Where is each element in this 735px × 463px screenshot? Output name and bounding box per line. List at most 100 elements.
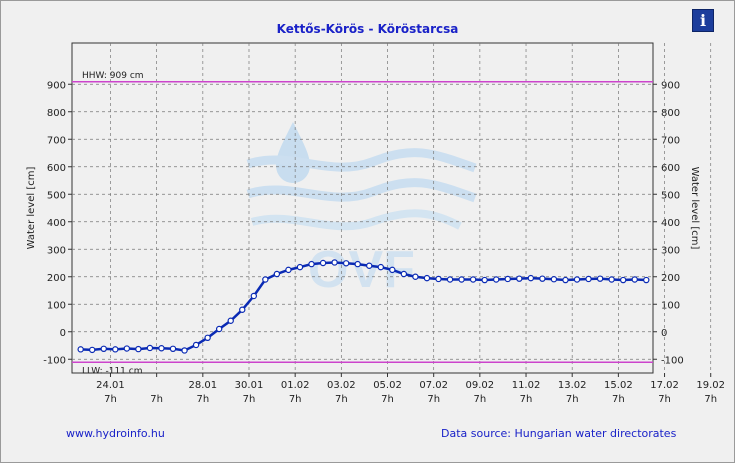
wave-icon — [246, 178, 477, 203]
x-tick-hour-label: 7h — [612, 394, 625, 405]
data-point — [354, 260, 361, 268]
x-tick-date-label: 19.02 — [696, 380, 725, 391]
data-point — [377, 263, 384, 271]
x-tick-date-label: 05.02 — [373, 380, 402, 391]
y-tick-label-right: 0 — [661, 328, 667, 339]
data-point — [389, 266, 396, 274]
data-point — [331, 259, 338, 266]
data-point — [227, 317, 234, 324]
x-tick-hour-label: 7h — [243, 394, 256, 405]
data-point — [215, 325, 223, 333]
x-tick-date-label: 03.02 — [327, 380, 356, 391]
y-tick-label-right: 800 — [661, 108, 680, 119]
website-link[interactable]: www.hydroinfo.hu — [66, 427, 165, 440]
y-tick-label-left: -100 — [43, 355, 66, 366]
data-point — [146, 344, 154, 352]
x-tick-hour-label: 7h — [104, 394, 117, 405]
y-tick-label-right: -100 — [661, 355, 684, 366]
data-point — [308, 260, 315, 268]
wave-icon — [250, 209, 462, 231]
y-tick-label-right: 400 — [661, 218, 680, 229]
watermark-logo: OVF — [246, 122, 477, 299]
x-tick-date-label: 15.02 — [604, 380, 633, 391]
data-point — [239, 306, 246, 313]
data-point — [469, 276, 477, 283]
y-tick-label-left: 300 — [47, 245, 66, 256]
x-tick-date-label: 11.02 — [512, 380, 541, 391]
data-point — [192, 341, 200, 349]
y-tick-label-left: 900 — [47, 80, 66, 91]
data-point — [400, 270, 408, 278]
data-point — [481, 276, 488, 284]
x-tick-hour-label: 7h — [474, 394, 487, 405]
y-tick-label-left: 700 — [47, 135, 66, 146]
x-tick-date-label: 07.02 — [419, 380, 448, 391]
x-tick-hour-label: 7h — [658, 394, 671, 405]
data-point — [285, 266, 292, 274]
data-point — [619, 276, 627, 284]
chart-title: Kettős-Körös - Köröstarcsa — [276, 22, 459, 36]
y-tick-label-left: 100 — [47, 300, 66, 311]
data-point — [596, 275, 604, 282]
x-tick-hour-label: 7h — [520, 394, 533, 405]
x-tick-date-label: 17.02 — [650, 380, 679, 391]
data-point — [181, 347, 188, 354]
data-point — [412, 273, 419, 280]
data-point — [89, 346, 96, 354]
y-tick-label-right: 900 — [661, 80, 680, 91]
data-point — [342, 260, 350, 267]
data-point — [539, 275, 546, 282]
data-point — [435, 275, 442, 283]
data-point — [631, 276, 638, 283]
data-point — [296, 263, 304, 271]
y-tick-label-left: 0 — [60, 328, 66, 339]
data-point — [100, 345, 107, 352]
wave-icon — [246, 148, 477, 173]
data-point — [262, 276, 269, 283]
y-tick-label-right: 700 — [661, 135, 680, 146]
data-point — [169, 345, 177, 352]
data-point — [204, 334, 211, 341]
y-tick-label-right: 300 — [661, 245, 680, 256]
data-point — [458, 276, 465, 283]
x-tick-hour-label: 7h — [427, 394, 440, 405]
data-point — [446, 276, 454, 283]
data-point — [527, 274, 535, 282]
x-tick-hour-label: 7h — [150, 394, 163, 405]
data-point — [608, 276, 615, 283]
y-axis-title-right: Water level [cm] — [689, 167, 700, 250]
x-tick-hour-label: 7h — [704, 394, 717, 405]
data-point — [112, 346, 119, 353]
data-point — [585, 275, 592, 283]
info-icon[interactable]: i — [692, 9, 714, 32]
y-tick-label-left: 600 — [47, 163, 66, 174]
x-tick-date-label: 30.01 — [235, 380, 264, 391]
y-axis-title-left: Water level [cm] — [26, 167, 37, 250]
y-tick-label-right: 500 — [661, 190, 680, 201]
reference-line-label: HHW: 909 cm — [82, 71, 144, 81]
x-tick-date-label: 28.01 — [189, 380, 218, 391]
data-point — [573, 276, 581, 283]
water-drop-icon — [276, 122, 310, 183]
data-point — [643, 276, 650, 284]
data-point — [123, 345, 131, 352]
data-source-note: Data source: Hungarian water directorate… — [441, 427, 677, 440]
x-tick-date-label: 01.02 — [281, 380, 310, 391]
data-point — [250, 292, 258, 300]
y-tick-label-left: 400 — [47, 218, 66, 229]
data-point — [550, 276, 558, 283]
x-tick-date-label: 13.02 — [558, 380, 587, 391]
x-tick-hour-label: 7h — [335, 394, 348, 405]
data-point — [504, 275, 511, 283]
data-point — [366, 262, 373, 269]
watermark-text: OVF — [308, 241, 415, 299]
x-tick-date-label: 24.01 — [96, 380, 125, 391]
y-tick-label-left: 500 — [47, 190, 66, 201]
y-tick-label-left: 200 — [47, 273, 66, 284]
plot-frame — [71, 42, 654, 374]
x-tick-date-label: 09.02 — [466, 380, 495, 391]
x-tick-hour-label: 7h — [289, 394, 302, 405]
data-point — [158, 345, 165, 352]
